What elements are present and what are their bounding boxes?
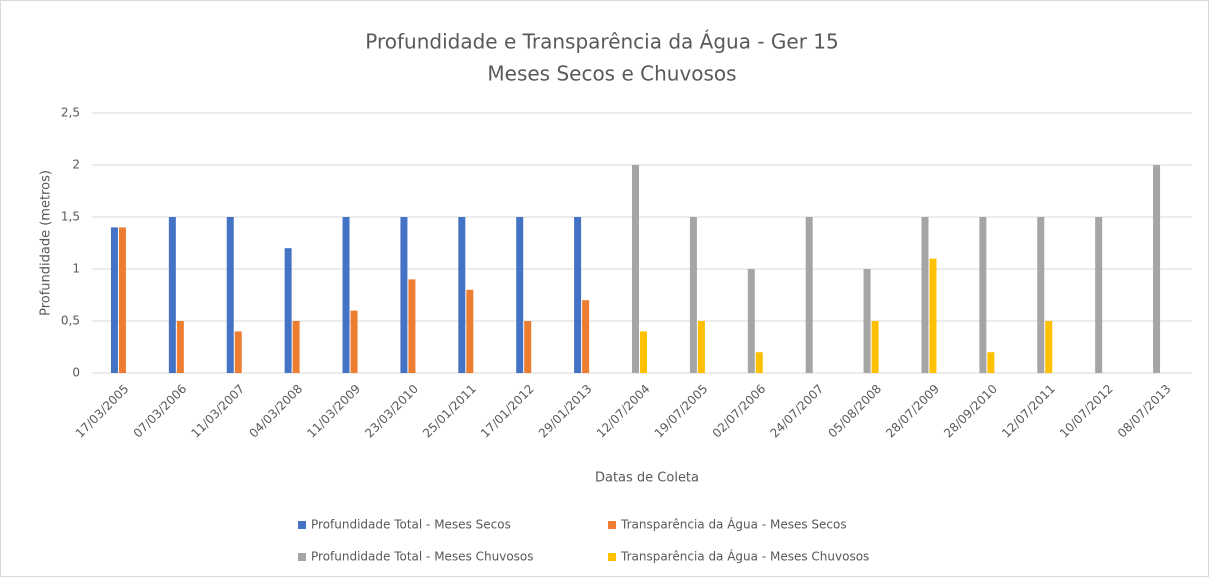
bar bbox=[118, 227, 126, 373]
chart-title: Profundidade e Transparência da Água - G… bbox=[365, 30, 838, 54]
bar bbox=[1045, 321, 1053, 373]
bar bbox=[1095, 217, 1103, 373]
bar bbox=[284, 248, 292, 373]
chart-subtitle: Meses Secos e Chuvosos bbox=[487, 62, 736, 86]
y-tick-label: 1 bbox=[72, 262, 80, 276]
bar bbox=[640, 331, 647, 373]
bar bbox=[168, 217, 176, 373]
bar bbox=[110, 227, 118, 373]
legend-label: Transparência da Água - Meses Secos bbox=[620, 517, 847, 532]
bar bbox=[234, 331, 242, 373]
bar bbox=[292, 321, 300, 373]
bar bbox=[987, 352, 995, 373]
legend-swatch bbox=[608, 553, 616, 561]
legend-label: Profundidade Total - Meses Chuvosos bbox=[311, 550, 534, 564]
bar bbox=[929, 258, 937, 373]
y-axis-label: Profundidade (metros) bbox=[39, 170, 54, 316]
legend-swatch bbox=[298, 521, 306, 529]
bar bbox=[863, 269, 871, 373]
bar bbox=[176, 321, 184, 373]
bar bbox=[466, 289, 474, 373]
bar bbox=[1153, 165, 1161, 373]
bar bbox=[755, 352, 763, 373]
bar bbox=[524, 321, 532, 373]
y-tick-label: 1,5 bbox=[61, 210, 80, 224]
bar bbox=[458, 217, 466, 373]
bar bbox=[921, 217, 929, 373]
bar bbox=[632, 165, 639, 373]
y-tick-label: 0 bbox=[72, 366, 80, 380]
y-tick-label: 2,5 bbox=[61, 106, 80, 120]
bar bbox=[1037, 217, 1045, 373]
bar bbox=[805, 217, 813, 373]
bar bbox=[747, 269, 755, 373]
legend-swatch bbox=[608, 521, 616, 529]
x-axis-label: Datas de Coleta bbox=[595, 471, 699, 486]
bar bbox=[979, 217, 987, 373]
bar bbox=[871, 321, 879, 373]
bar bbox=[516, 217, 524, 373]
bar bbox=[226, 217, 234, 373]
legend-label: Transparência da Água - Meses Chuvosos bbox=[620, 549, 869, 564]
bar bbox=[350, 310, 358, 373]
bar bbox=[400, 217, 408, 373]
y-tick-label: 0,5 bbox=[61, 314, 80, 328]
bar bbox=[582, 300, 590, 373]
bar bbox=[697, 321, 705, 373]
bar bbox=[689, 217, 697, 373]
bar bbox=[408, 279, 416, 373]
y-tick-label: 2 bbox=[72, 158, 80, 172]
legend-label: Profundidade Total - Meses Secos bbox=[311, 518, 511, 532]
legend-swatch bbox=[298, 553, 306, 561]
bar bbox=[342, 217, 350, 373]
bar bbox=[574, 217, 582, 373]
